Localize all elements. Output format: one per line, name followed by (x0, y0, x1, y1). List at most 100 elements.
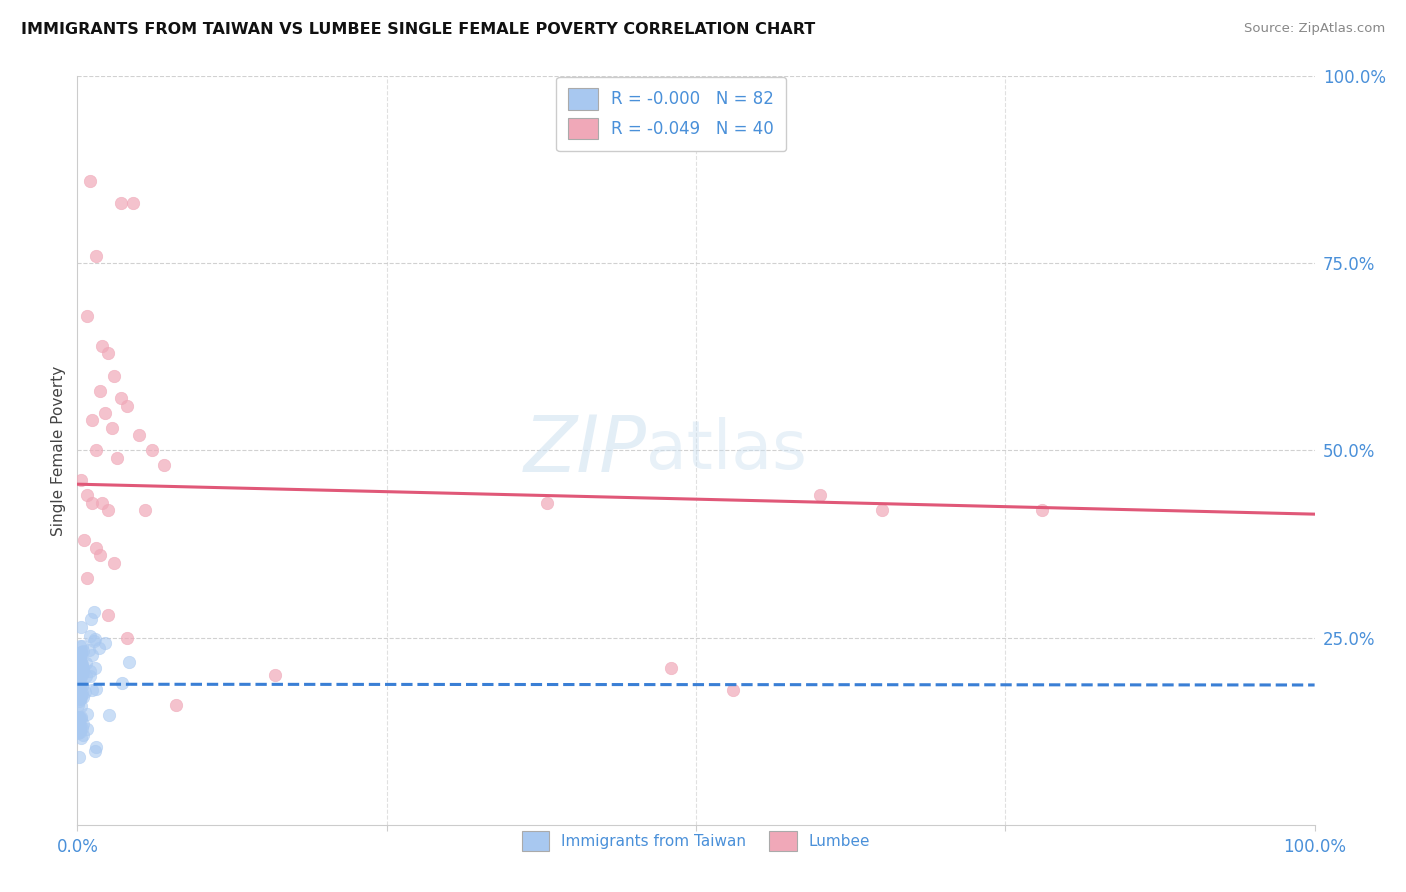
Point (69, 685, 91, 699)
Point (128, 428, 150, 442)
Point (69, 657, 91, 671)
Point (75, 669, 97, 683)
Point (70, 686, 93, 700)
Point (66, 725, 89, 739)
Point (70, 645, 93, 659)
Y-axis label: Single Female Poverty: Single Female Poverty (51, 366, 66, 535)
Point (89, 384, 111, 398)
Point (69, 710, 91, 724)
Point (70, 474, 93, 488)
Point (67, 648, 90, 663)
Point (84, 660, 107, 674)
Point (97, 608, 120, 623)
Point (89, 549, 111, 563)
Point (111, 675, 134, 690)
Point (67, 678, 90, 692)
Point (66, 676, 89, 690)
Point (69, 671, 91, 685)
Point (94, 636, 117, 650)
Point (115, 399, 138, 413)
Point (70, 620, 93, 634)
Point (80, 612, 103, 626)
Point (72, 721, 94, 735)
Point (536, 496, 558, 510)
Point (264, 668, 287, 682)
Point (69, 651, 91, 665)
Text: IMMIGRANTS FROM TAIWAN VS LUMBEE SINGLE FEMALE POVERTY CORRELATION CHART: IMMIGRANTS FROM TAIWAN VS LUMBEE SINGLE … (21, 22, 815, 37)
Point (76, 488, 98, 502)
Point (72, 727, 94, 741)
Point (153, 458, 176, 473)
Point (72, 665, 94, 679)
Point (72, 640, 94, 654)
Point (67, 723, 90, 738)
Point (79, 669, 101, 683)
Point (69, 655, 91, 669)
Point (91, 338, 114, 352)
Point (84, 249, 107, 263)
Text: ZIP: ZIP (523, 412, 647, 489)
Point (118, 655, 141, 669)
Point (69, 680, 91, 694)
Point (83, 744, 105, 758)
Point (79, 629, 101, 643)
Point (69, 661, 91, 675)
Point (97, 346, 120, 360)
Point (1031, 503, 1053, 517)
Point (86, 739, 108, 754)
Point (97, 503, 120, 517)
Point (870, 503, 893, 517)
Point (80, 682, 103, 697)
Point (67, 711, 90, 725)
Point (69, 646, 91, 660)
Point (84, 541, 107, 555)
Point (69, 690, 91, 705)
Point (69, 686, 91, 700)
Point (66, 715, 89, 730)
Point (70, 659, 93, 673)
Text: Source: ZipAtlas.com: Source: ZipAtlas.com (1244, 22, 1385, 36)
Point (101, 421, 124, 435)
Point (141, 443, 163, 458)
Point (69, 731, 91, 745)
Point (67, 717, 90, 731)
Point (83, 634, 105, 648)
Point (122, 196, 145, 211)
Point (110, 391, 132, 405)
Point (69, 654, 91, 668)
Point (98, 707, 121, 722)
Point (808, 488, 831, 502)
Point (79, 174, 101, 188)
Point (69, 665, 91, 680)
Point (91, 496, 114, 510)
Point (67, 652, 90, 666)
Point (76, 309, 98, 323)
Point (67, 676, 90, 690)
Point (67, 694, 90, 708)
Point (84, 632, 107, 646)
Point (82, 496, 104, 510)
Point (80, 648, 103, 663)
Point (67, 717, 90, 731)
Point (93, 406, 115, 420)
Point (110, 196, 132, 211)
Point (69, 692, 91, 706)
Point (69, 725, 91, 739)
Point (69, 690, 91, 704)
Point (105, 450, 128, 465)
Point (75, 685, 97, 699)
Point (103, 368, 125, 383)
Point (115, 631, 138, 645)
Point (721, 683, 744, 698)
Point (165, 698, 187, 713)
Point (76, 722, 98, 736)
Point (84, 681, 107, 696)
Point (76, 571, 98, 585)
Point (67, 698, 90, 712)
Point (69, 686, 91, 700)
Point (70, 679, 93, 693)
Point (87, 641, 110, 656)
Point (67, 664, 90, 678)
Point (70, 668, 93, 682)
Point (103, 556, 125, 570)
